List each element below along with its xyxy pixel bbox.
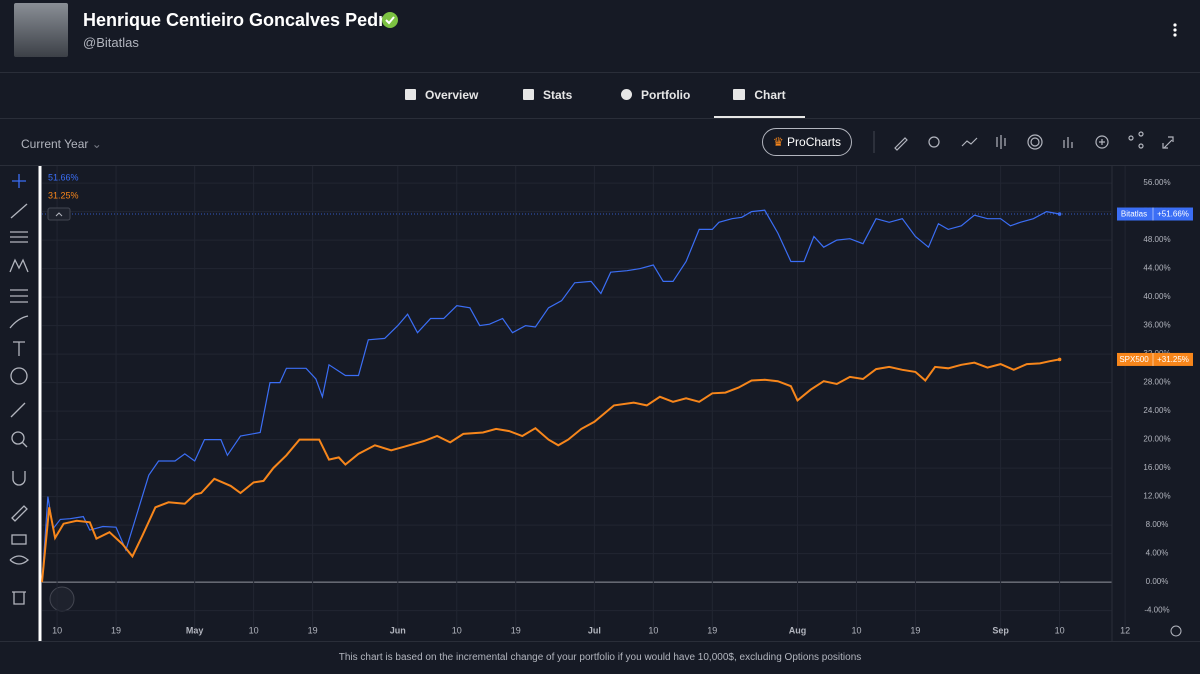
tab-label: Portfolio	[641, 88, 691, 102]
x-tick-label: 10	[648, 625, 658, 635]
badge-bg	[1117, 352, 1193, 366]
tab-bar: Overview Stats Portfolio Chart	[0, 73, 1200, 119]
x-tick-label: 19	[308, 625, 318, 635]
chart-toolbar: Current Year ⌄ ♛ ProCharts	[0, 119, 1200, 166]
x-tick-label: 12	[1120, 625, 1130, 635]
series-badge: Bitatlas +51.66%	[1117, 207, 1193, 221]
series-line	[41, 209, 1060, 583]
tab[interactable]: Overview	[405, 73, 478, 118]
y-tick-label: 0.00%	[1146, 577, 1169, 586]
tab-label: Overview	[425, 88, 479, 102]
y-tick-label: 40.00%	[1143, 292, 1170, 301]
user-handle: @Bitatlas	[83, 35, 139, 50]
tab-label: Chart	[754, 88, 786, 102]
axis-settings[interactable]	[1170, 625, 1182, 637]
badge-bg	[1117, 207, 1193, 221]
tab[interactable]: Portfolio	[621, 73, 690, 118]
more-menu[interactable]	[1170, 21, 1180, 39]
y-tick-label: 12.00%	[1143, 492, 1170, 501]
series-line	[41, 358, 1060, 583]
y-tick-label: 24.00%	[1143, 406, 1170, 415]
x-tick-label: 19	[511, 625, 521, 635]
x-tick-label: 10	[249, 625, 259, 635]
tool-icons	[873, 131, 1174, 153]
tab-label: Stats	[543, 88, 573, 102]
x-tick-label: 10	[851, 625, 861, 635]
period-select[interactable]: Current Year ⌄	[21, 137, 102, 151]
x-tick-label: Jul	[588, 625, 601, 635]
tv-logo	[49, 586, 75, 612]
collapse-icon	[55, 212, 63, 217]
badge-name: Bitatlas	[1121, 210, 1147, 219]
avatar	[14, 3, 68, 57]
legend-value: 31.25%	[48, 190, 79, 200]
x-tick-label: May	[186, 625, 204, 635]
y-tick-label: 8.00%	[1146, 520, 1169, 529]
user-name: Henrique Centieiro Goncalves Pedro	[83, 10, 397, 30]
badge-value: +51.66%	[1157, 210, 1189, 219]
x-tick-label: 19	[111, 625, 121, 635]
y-tick-label: 48.00%	[1143, 235, 1170, 244]
tab[interactable]: Stats	[523, 73, 572, 118]
button-label: ProCharts	[787, 135, 842, 149]
series-badge: SPX500 +31.25%	[1117, 352, 1193, 366]
y-tick-label: 4.00%	[1146, 549, 1169, 558]
x-tick-label: 10	[452, 625, 462, 635]
y-tick-label: -4.00%	[1144, 606, 1169, 615]
y-tick-label: 56.00%	[1143, 178, 1170, 187]
profile-header: Henrique Centieiro Goncalves Pedro @Bita…	[0, 0, 1200, 73]
last-point	[1057, 357, 1062, 362]
x-tick-label: Aug	[789, 625, 807, 635]
legend-value: 51.66%	[48, 172, 79, 182]
y-tick-label: 28.00%	[1143, 378, 1170, 387]
last-point	[1057, 212, 1062, 216]
x-tick-label: 10	[1055, 625, 1065, 635]
x-tick-label: 10	[52, 625, 62, 635]
chart-area: -4.00% 0.00% 4.00% 8.00% 12.00% 16.00% 20.00% 2…	[9, 166, 1193, 641]
badge-name: SPX500	[1119, 355, 1149, 364]
badge-value: +31.25%	[1157, 355, 1189, 364]
verified-badge	[382, 12, 398, 28]
y-tick-label: 20.00%	[1143, 435, 1170, 444]
y-tick-label: 36.00%	[1143, 321, 1170, 330]
x-tick-label: 19	[707, 625, 717, 635]
footer-note: This chart is based on the incremental c…	[0, 641, 1200, 670]
period-label: Current Year	[21, 137, 89, 151]
x-tick-label: Sep	[992, 625, 1009, 635]
procharts-button[interactable]: ♛ ProCharts	[762, 128, 852, 156]
x-tick-label: 19	[910, 625, 920, 635]
y-tick-label: 16.00%	[1143, 463, 1170, 472]
collapse-button	[47, 207, 71, 221]
tab-active[interactable]: Chart	[714, 73, 805, 118]
y-tick-label: 44.00%	[1143, 264, 1170, 273]
drawing-tools	[9, 174, 29, 605]
x-tick-label: Jun	[390, 625, 406, 635]
